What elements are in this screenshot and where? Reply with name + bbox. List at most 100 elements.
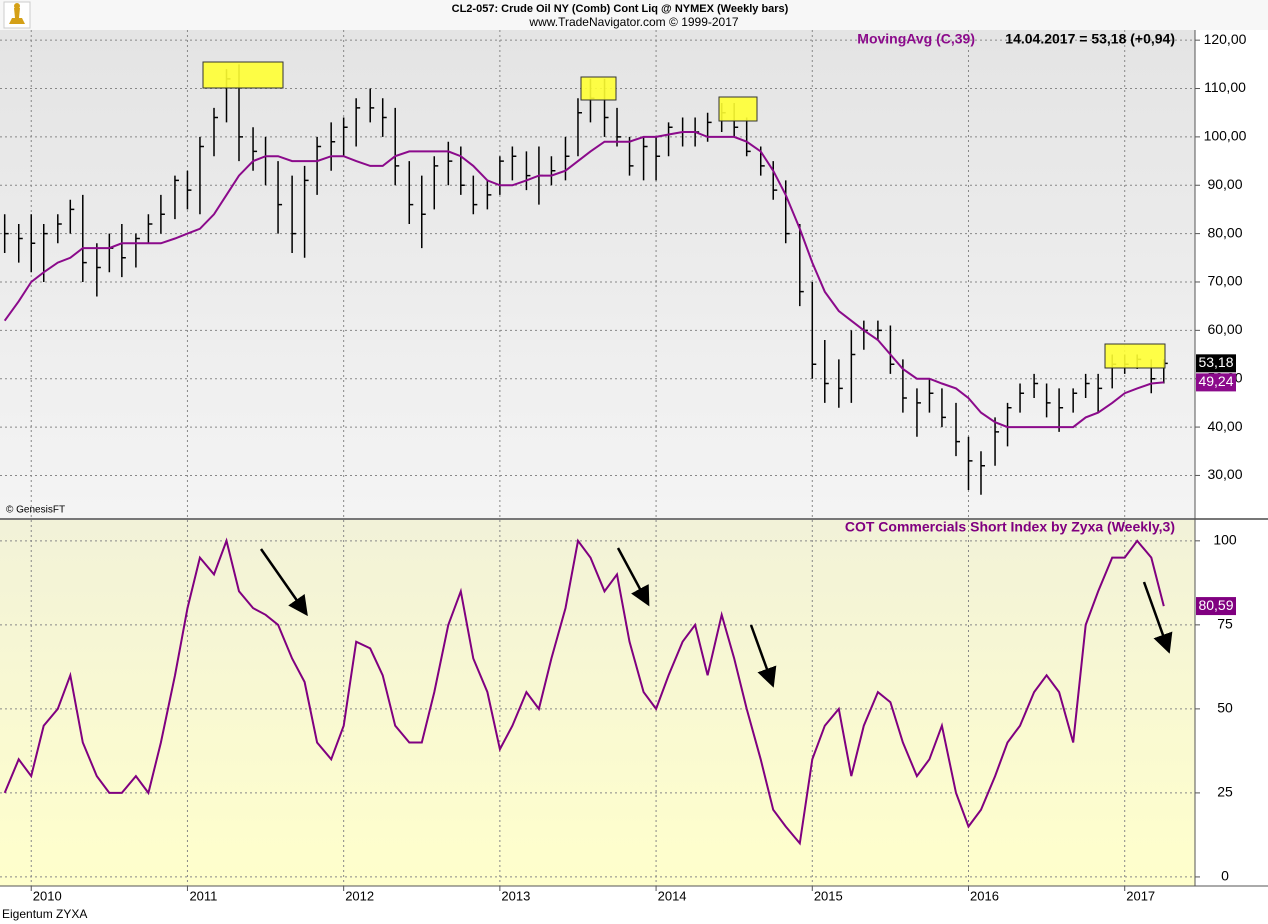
x-tick-label: 2014	[658, 888, 687, 903]
price-bar	[355, 98, 361, 147]
price-bar	[784, 180, 790, 244]
header	[0, 0, 1268, 30]
price-bar	[499, 156, 504, 195]
price-bar	[303, 165, 309, 258]
y-tick-label: 60,00	[1207, 321, 1242, 337]
price-bar	[17, 223, 23, 263]
y-tick-label: 25	[1217, 784, 1233, 800]
price-bar	[511, 146, 517, 181]
x-tick-label: 2016	[970, 888, 999, 903]
price-bar	[121, 223, 126, 278]
price-bar	[330, 122, 336, 171]
price-bar	[408, 161, 414, 224]
subtitle: www.TradeNavigator.com © 1999-2017	[528, 15, 738, 29]
x-tick-label: 2011	[189, 888, 217, 903]
last-value-label: 53,18	[1198, 354, 1233, 370]
title: CL2-057: Crude Oil NY (Comb) Cont Liq @ …	[452, 3, 789, 15]
price-bar	[772, 161, 778, 200]
price-bar	[799, 223, 804, 307]
price-bar	[82, 194, 87, 282]
x-tick-label: 2015	[814, 888, 843, 903]
price-bar	[1058, 388, 1064, 432]
price-bar	[135, 233, 140, 268]
price-bar	[447, 141, 453, 186]
price-bar	[147, 214, 153, 244]
price-bar	[96, 243, 101, 297]
last-value-label: 80,59	[1198, 597, 1233, 613]
series-line	[3, 537, 1165, 846]
y-tick-label: 50	[1217, 700, 1233, 716]
last-value-box	[1196, 597, 1236, 616]
price-bar	[916, 388, 921, 437]
series-line	[3, 131, 1164, 429]
plot: 30,0040,0050,0060,0070,0080,0090,00100,0…	[0, 30, 1247, 903]
price-bar	[616, 107, 622, 147]
price-bar	[1084, 373, 1090, 399]
source: © GenesisFT	[6, 505, 65, 516]
x-tick-label: 2013	[501, 888, 530, 903]
cot-panel	[0, 520, 1195, 886]
price-bar	[550, 156, 556, 186]
price-bar	[628, 136, 634, 176]
price-bar	[199, 136, 204, 215]
footer: Eigentum ZYXA	[2, 907, 87, 921]
price-bar	[667, 122, 673, 157]
last-value-label: 49,24	[1198, 373, 1233, 389]
price-bar	[889, 325, 895, 374]
price-bar	[57, 214, 62, 244]
y-tick-label: 100,00	[1204, 128, 1247, 144]
price-bar	[967, 436, 973, 490]
x-tick-label: 2017	[1126, 888, 1155, 903]
price-bar	[160, 194, 165, 234]
price-bar	[564, 136, 570, 181]
price-bar	[928, 378, 934, 413]
price-bar	[381, 98, 387, 137]
arrows	[259, 547, 1173, 688]
price-bar	[1045, 383, 1051, 418]
price-bar	[838, 359, 843, 408]
legend-entry: MovingAvg (C,39)	[857, 31, 975, 47]
price-bar	[486, 180, 492, 210]
highlights	[202, 61, 1166, 369]
price-bar	[291, 175, 297, 253]
price-bar	[1033, 373, 1039, 399]
price-bar	[394, 107, 400, 186]
y-tick-label: 100	[1213, 532, 1237, 548]
y-tick-label: 70,00	[1207, 273, 1242, 289]
price-bar	[213, 107, 219, 157]
price-bar	[174, 175, 179, 220]
y-tick-label: 120,00	[1204, 31, 1247, 47]
price-bar	[277, 161, 283, 234]
price-bar	[745, 117, 751, 157]
price-bar	[850, 330, 856, 403]
x-tick-label: 2010	[33, 888, 62, 903]
y-tick-label: 110,00	[1204, 79, 1246, 95]
price-bar	[460, 146, 465, 195]
price-bar	[941, 388, 946, 428]
price-bar	[433, 156, 439, 210]
price-bar	[642, 136, 648, 181]
last-value-box	[1196, 354, 1236, 373]
y-tick-label: 40,00	[1207, 418, 1242, 434]
price-bar	[877, 320, 882, 341]
price-bar	[824, 340, 829, 403]
annotation: 14.04.2017 = 53,18 (+0,94)	[1005, 31, 1175, 47]
y-tick-label: 90,00	[1207, 176, 1242, 192]
price-bar	[955, 402, 960, 457]
price-bar	[1097, 373, 1103, 413]
price-panel	[0, 30, 1195, 518]
price-bar	[1019, 383, 1025, 413]
price-bar	[525, 151, 531, 191]
price-bar	[980, 451, 985, 495]
price-bar	[30, 214, 36, 273]
price-bar	[655, 136, 661, 181]
price-bar	[421, 175, 426, 249]
price-bar	[1006, 402, 1012, 447]
price-bar	[811, 281, 817, 379]
price-bar	[1072, 388, 1078, 413]
price-bar	[472, 175, 478, 215]
price-bar	[994, 417, 1000, 466]
price-bar	[186, 170, 192, 210]
last-value-box	[1196, 373, 1236, 392]
